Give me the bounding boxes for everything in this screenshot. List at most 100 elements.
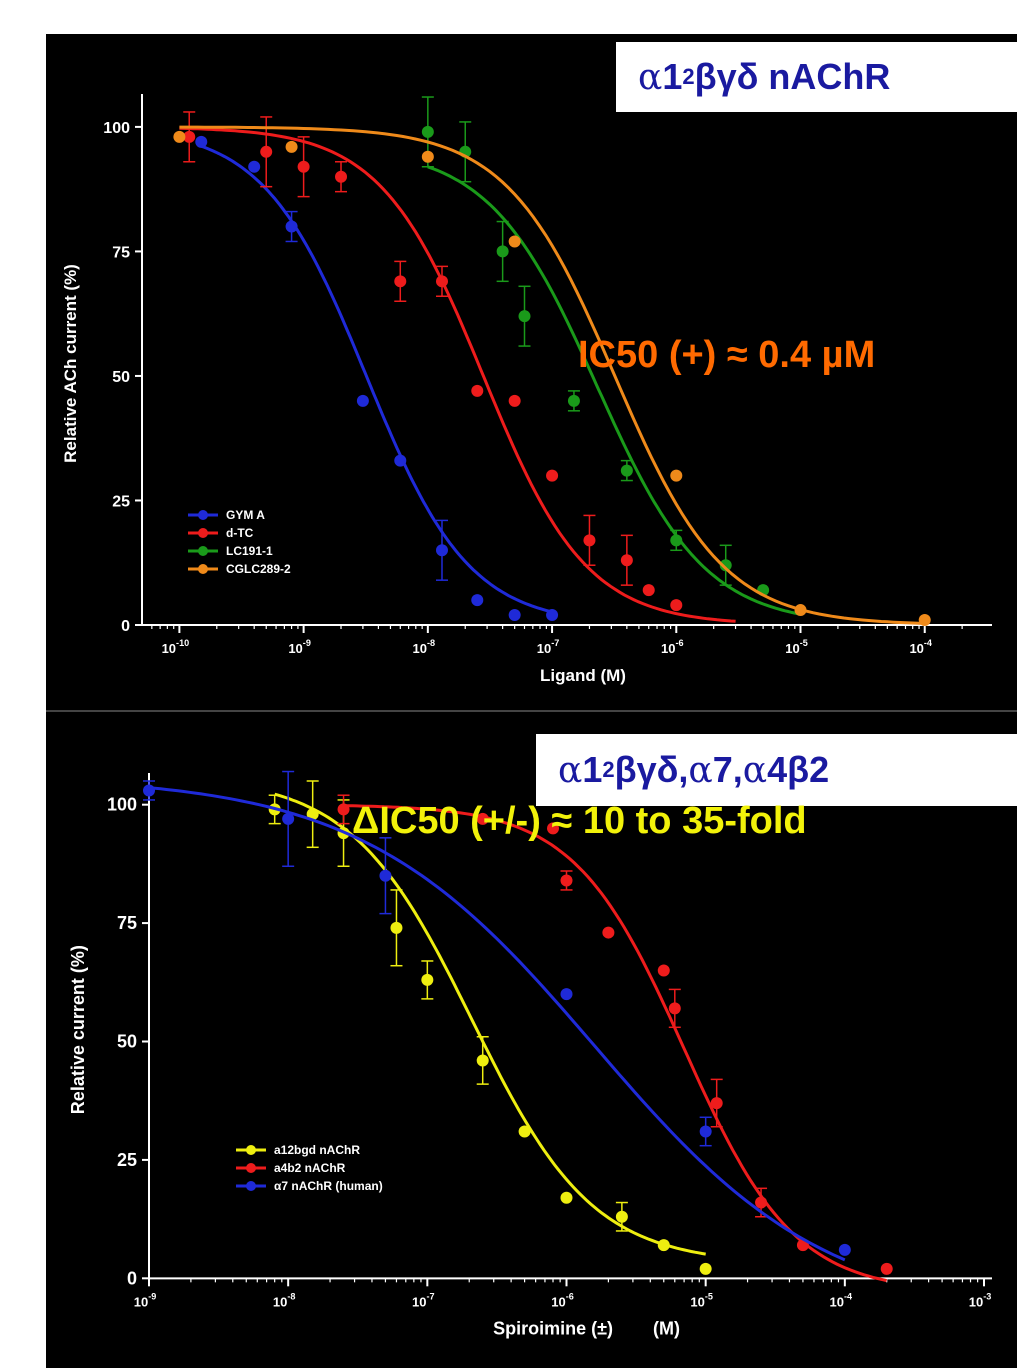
legend-marker — [198, 510, 208, 520]
data-point — [642, 584, 655, 597]
y-tick-label: 100 — [103, 120, 130, 137]
data-point — [471, 384, 484, 397]
data-point — [699, 1125, 712, 1138]
series-3 — [173, 125, 931, 627]
data-point — [567, 394, 580, 407]
x-tick-label: 10-8 — [273, 1291, 296, 1309]
data-point — [719, 559, 732, 572]
y-tick-label: 75 — [112, 244, 130, 261]
data-point — [435, 544, 448, 557]
data-point — [195, 135, 208, 148]
series-0 — [268, 780, 712, 1275]
x-tick-label: 10-6 — [551, 1291, 574, 1309]
fit-curve — [200, 144, 553, 614]
ic50-annotation-bottom: ΔIC50 (+/-) ≈ 10 to 35-fold — [352, 800, 807, 842]
callout-receptor-bottom: α 1 2 βγδ, α 7, α 4β2 — [536, 734, 1017, 806]
data-point — [670, 469, 683, 482]
data-point — [546, 469, 559, 482]
data-point — [379, 869, 392, 882]
data-point — [297, 160, 310, 173]
data-point — [390, 921, 403, 934]
legend-marker — [246, 1163, 256, 1173]
data-point — [260, 145, 273, 158]
fit-curve — [148, 786, 846, 1262]
panel-divider — [46, 710, 1017, 712]
fit-curve — [427, 165, 801, 616]
top-strip — [0, 0, 1017, 34]
series-2 — [143, 770, 851, 1262]
y-tick-label: 0 — [121, 618, 130, 635]
y-axis-title: Relative ACh current (%) — [61, 264, 80, 463]
dose-response-chart-top: 0 25 50 75 100 10-10 10-9 10-8 10-7 10-6 10-5 10-4 L… — [61, 94, 992, 685]
x-axis-title: Spiroimine (±) (M) — [493, 1318, 680, 1338]
data-point — [615, 1210, 628, 1223]
y-tick-label: 25 — [112, 493, 130, 510]
series-1 — [337, 794, 893, 1283]
data-point — [282, 812, 295, 825]
data-point — [668, 1002, 681, 1015]
x-tick-label: 10-4 — [830, 1291, 853, 1309]
data-point — [285, 220, 298, 233]
legend-marker — [246, 1181, 256, 1191]
legend-marker — [198, 546, 208, 556]
ic50-annotation-top: IC50 (+) ≈ 0.4 µM — [578, 334, 876, 376]
y-tick-label: 100 — [107, 795, 137, 815]
data-point — [356, 394, 369, 407]
data-point — [335, 170, 348, 183]
data-point — [657, 964, 670, 977]
series-0 — [195, 135, 559, 622]
x-tick-label: 10-7 — [537, 638, 560, 656]
y-axis-title: Relative current (%) — [68, 945, 88, 1114]
x-tick-label: 10-7 — [412, 1291, 435, 1309]
data-point — [421, 150, 434, 163]
y-tick-label: 75 — [117, 913, 137, 933]
legend-marker — [198, 564, 208, 574]
x-tick-label: 10-3 — [969, 1291, 992, 1309]
data-point — [508, 609, 521, 622]
dose-response-chart-bottom: 0 25 50 75 100 10-9 10-8 10-7 10-6 10-5 10-4 10-3 Sp… — [68, 770, 992, 1338]
data-point — [306, 808, 319, 821]
data-point — [583, 534, 596, 547]
data-point — [546, 609, 559, 622]
chart-panel-bottom: 0 25 50 75 100 10-9 10-8 10-7 10-6 10-5 10-4 10-3 Sp… — [46, 712, 1017, 1368]
data-point — [496, 245, 509, 258]
data-point — [710, 1097, 723, 1110]
x-tick-label: 10-9 — [134, 1291, 157, 1309]
data-point — [620, 464, 633, 477]
legend-label: LC191-1 — [226, 544, 273, 558]
legend-label: CGLC289-2 — [226, 562, 291, 576]
data-point — [508, 235, 521, 248]
data-point — [476, 1054, 489, 1067]
x-tick-label: 10-9 — [288, 638, 311, 656]
data-point — [394, 454, 407, 467]
legend-label: d-TC — [226, 526, 254, 540]
y-tick-label: 0 — [127, 1268, 137, 1288]
x-tick-label: 10-10 — [162, 638, 190, 656]
data-point — [183, 130, 196, 143]
data-point — [602, 926, 615, 939]
data-point — [476, 812, 489, 825]
callout-receptor-top: α 1 2 βγδ nAChR — [616, 42, 1017, 112]
data-point — [620, 554, 633, 567]
data-point — [173, 130, 186, 143]
x-tick-label: 10-4 — [909, 638, 932, 656]
legend-label: a4b2 nAChR — [274, 1161, 346, 1175]
data-point — [508, 394, 521, 407]
data-point — [670, 599, 683, 612]
data-point — [560, 1191, 573, 1204]
legend-marker — [246, 1145, 256, 1155]
data-point — [421, 973, 434, 986]
series-2 — [421, 96, 801, 616]
x-tick-label: 10-6 — [661, 638, 684, 656]
data-point — [471, 594, 484, 607]
data-point — [518, 1125, 531, 1138]
y-tick-label: 25 — [117, 1150, 137, 1170]
y-tick-label: 50 — [117, 1032, 137, 1052]
data-point — [435, 275, 448, 288]
data-point — [518, 310, 531, 323]
y-tick-label: 50 — [112, 369, 130, 386]
data-point — [337, 803, 350, 816]
fit-curve — [179, 126, 736, 623]
data-point — [394, 275, 407, 288]
data-point — [285, 140, 298, 153]
